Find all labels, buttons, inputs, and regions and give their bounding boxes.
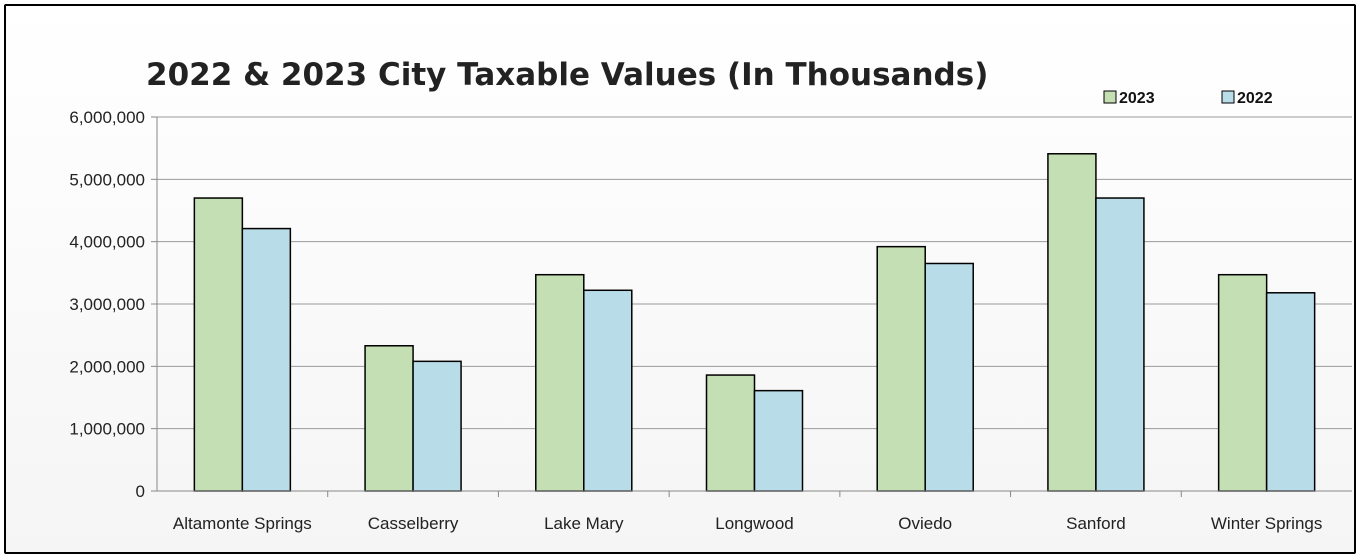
y-tick-label: 1,000,000	[69, 420, 145, 439]
bar-2022	[924, 262, 974, 492]
gridlines	[157, 116, 1352, 430]
x-tick-label: Lake Mary	[544, 514, 624, 533]
bar-2023	[705, 374, 756, 492]
bar-2022	[753, 389, 804, 492]
x-tick-label: Sanford	[1066, 514, 1126, 533]
bars	[193, 153, 1316, 492]
y-tick-label: 6,000,000	[69, 108, 145, 127]
legend-swatch-2023	[1103, 90, 1117, 104]
y-axis-ticks: 0 1,000,000 2,000,000 3,000,000 4,000,000 5,0…	[69, 108, 157, 501]
legend-label-2022: 2022	[1237, 90, 1273, 107]
y-tick-label: 5,000,000	[69, 170, 145, 189]
bar-2023	[1047, 153, 1097, 492]
y-tick-label: 2,000,000	[69, 357, 145, 376]
y-tick-label: 3,000,000	[69, 295, 145, 314]
axes	[156, 117, 1352, 492]
x-tick-label: Casselberry	[368, 514, 459, 533]
legend: 2023 2022	[1103, 90, 1273, 107]
bar-2022	[1265, 292, 1316, 492]
legend-label-2023: 2023	[1119, 90, 1155, 107]
y-tick-label: 4,000,000	[69, 233, 145, 252]
x-tick-label: Altamonte Springs	[173, 514, 312, 533]
x-tick-label: Oviedo	[898, 514, 952, 533]
bar-2023	[364, 345, 414, 492]
bar-2023	[1217, 273, 1268, 492]
x-tick-label: Winter Springs	[1211, 514, 1322, 533]
bar-2022	[1095, 197, 1145, 492]
bar-2022	[241, 227, 292, 492]
chart-title: 2022 & 2023 City Taxable Values (In Thou…	[146, 57, 988, 93]
bar-2022	[583, 289, 633, 492]
x-tick-label: Longwood	[715, 514, 793, 533]
bar-2022	[412, 360, 462, 492]
bar-2023	[193, 197, 244, 492]
y-tick-label: 0	[136, 482, 145, 501]
x-axis-ticks: Altamonte Springs Casselberry Lake Mary Lon…	[173, 491, 1322, 533]
bar-2023	[535, 273, 585, 492]
bar-2023	[876, 245, 926, 492]
legend-swatch-2022	[1221, 90, 1235, 104]
